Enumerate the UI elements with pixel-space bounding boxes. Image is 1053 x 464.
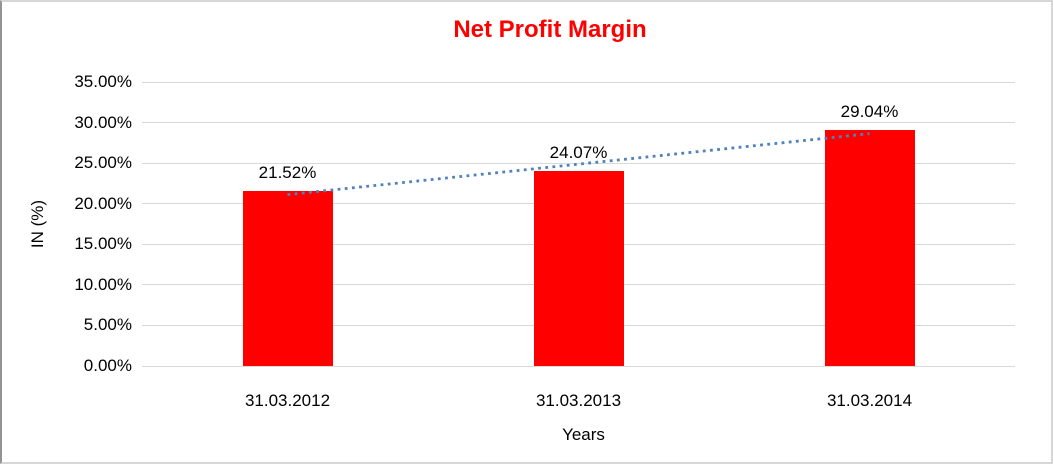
bar[interactable] [824,130,915,366]
bar-value-label: 24.07% [549,142,608,162]
y-axis-tick-label: 25.00% [74,153,132,173]
y-axis-tick-label: 30.00% [74,112,132,132]
y-axis-tick-label: 20.00% [74,193,132,213]
y-axis-tick-label: 35.00% [74,72,132,91]
bar-value-label: 21.52% [258,163,317,183]
bar[interactable] [533,170,624,366]
gridline [142,365,1015,367]
x-axis-title: Years [562,425,605,444]
x-axis-tick-label: 31.03.2012 [244,391,331,410]
bar-value-label: 29.04% [840,102,899,122]
chart-title: Net Profit Margin [453,16,647,43]
gridline [142,122,1015,124]
y-axis-tick-label: 0.00% [83,356,132,375]
x-axis-tick-label: 31.03.2014 [826,391,913,410]
y-axis-tick-label: 15.00% [74,234,132,254]
y-axis-tick-label: 5.00% [83,315,132,335]
gridline [142,81,1015,83]
x-axis-tick-label: 31.03.2013 [535,391,622,410]
bar[interactable] [242,191,333,366]
y-axis-tick-label: 10.00% [74,274,132,294]
